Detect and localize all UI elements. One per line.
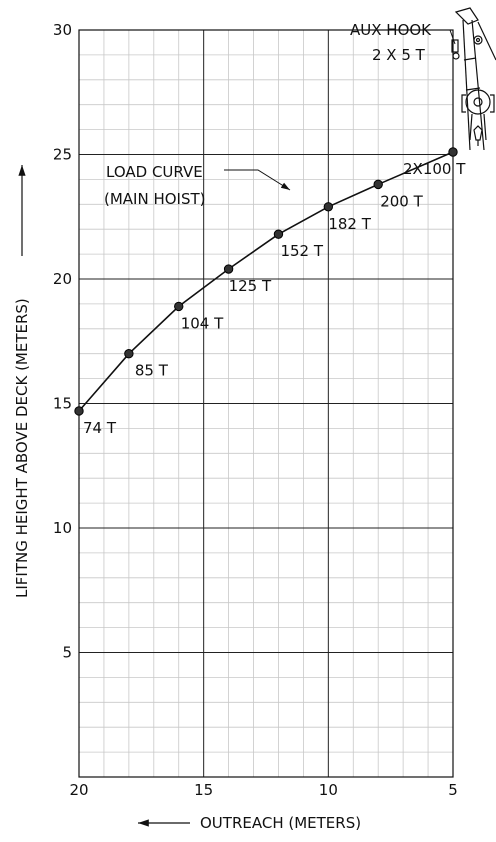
plot-frame xyxy=(78,29,454,778)
load-point-label: 125 T xyxy=(229,277,272,295)
load-point-label: 74 T xyxy=(83,419,117,437)
y-axis-label: LIFITNG HEIGHT ABOVE DECK (METERS) xyxy=(13,298,31,598)
load-curve-label-2: (MAIN HOIST) xyxy=(104,190,206,208)
crane-boom-drawing xyxy=(451,7,496,151)
aux-hook-label-1: AUX HOOK xyxy=(350,21,432,39)
load-point xyxy=(74,406,84,416)
x-tick-label: 15 xyxy=(194,781,213,799)
x-tick-label: 10 xyxy=(319,781,338,799)
aux-hook-leader xyxy=(443,29,456,45)
y-tick-labels: 5 10 15 20 25 30 xyxy=(53,21,72,662)
load-point xyxy=(448,147,458,157)
y-tick-label: 15 xyxy=(53,395,72,413)
load-point-label: 85 T xyxy=(135,362,169,380)
x-axis-label: OUTREACH (METERS) xyxy=(200,814,361,832)
load-point xyxy=(373,179,383,190)
load-point xyxy=(323,202,334,212)
x-tick-labels: 20 15 10 5 xyxy=(69,781,457,799)
load-points: 74 T 85 T 104 T 125 T 152 T 182 T 200 T 2X100 T xyxy=(74,147,466,437)
load-point xyxy=(223,264,234,274)
y-tick-label: 30 xyxy=(53,21,72,39)
load-point xyxy=(273,229,284,239)
major-grid xyxy=(78,29,454,778)
y-tick-label: 20 xyxy=(53,270,72,288)
x-tick-label: 20 xyxy=(69,781,88,799)
x-tick-label: 5 xyxy=(448,781,458,799)
load-point xyxy=(174,301,184,312)
load-curve-leader xyxy=(224,169,291,191)
load-point xyxy=(124,349,134,359)
load-point-label: 152 T xyxy=(280,242,323,260)
aux-hook-label-2: 2 X 5 T xyxy=(372,46,426,64)
load-point-label: 2X100 T xyxy=(403,160,466,178)
load-curve-label-1: LOAD CURVE xyxy=(106,163,203,181)
y-tick-label: 10 xyxy=(53,519,72,537)
load-point-label: 104 T xyxy=(181,314,224,332)
load-point-label: 182 T xyxy=(328,215,371,233)
y-tick-label: 25 xyxy=(53,146,72,164)
y-tick-label: 5 xyxy=(62,644,72,662)
load-curve-line xyxy=(78,151,454,412)
load-point-label: 200 T xyxy=(380,192,423,210)
